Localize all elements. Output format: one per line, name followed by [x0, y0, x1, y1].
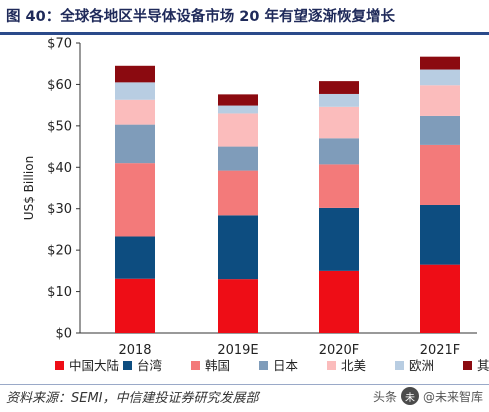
bar-segment-2018-日本 — [115, 124, 155, 164]
y-tick-label: $50 — [47, 119, 72, 134]
bar-segment-2021F-中国大陆 — [420, 264, 460, 333]
x-tick-label: 2018 — [118, 343, 151, 358]
watermark-prefix: 头条 — [372, 389, 397, 404]
legend-label: 日本 — [273, 358, 299, 373]
y-tick-label: $0 — [55, 327, 72, 342]
bar-segment-2019E-台湾 — [218, 215, 258, 280]
y-axis-title: US$ Billion — [22, 156, 36, 220]
x-tick-label: 2021F — [420, 343, 461, 358]
bar-segment-2019E-韩国 — [218, 170, 258, 216]
legend-swatch-欧洲 — [395, 361, 404, 370]
source-note: 资料来源：SEMI，中信建投证券研究发展部 — [6, 391, 259, 406]
bar-segment-2020F-北美 — [319, 106, 359, 139]
bar-segment-2019E-欧洲 — [218, 105, 258, 114]
y-tick-label: $60 — [47, 78, 72, 93]
legend-swatch-其他 — [463, 361, 472, 370]
bar-segment-2021F-韩国 — [420, 144, 460, 205]
source-divider — [0, 384, 489, 385]
bar-segment-2020F-韩国 — [319, 164, 359, 208]
bar-segment-2020F-其他 — [319, 81, 359, 94]
legend-label: 台湾 — [137, 358, 162, 373]
bar-segment-2020F-欧洲 — [319, 93, 359, 107]
bar-segment-2020F-日本 — [319, 138, 359, 165]
y-tick-label: $70 — [47, 37, 72, 52]
y-tick-label: $40 — [47, 161, 72, 176]
x-tick-label: 2020F — [319, 343, 360, 358]
bar-segment-2021F-台湾 — [420, 204, 460, 265]
legend-label: 韩国 — [205, 358, 230, 373]
bar-segment-2018-台湾 — [115, 236, 155, 279]
y-tick-label: $10 — [47, 285, 72, 300]
y-tick-label: $30 — [47, 202, 72, 217]
legend-swatch-韩国 — [191, 361, 200, 370]
bar-segment-2018-欧洲 — [115, 82, 155, 100]
legend-label: 其他 — [477, 358, 489, 373]
legend-label: 中国大陆 — [69, 358, 119, 373]
figure-title: 图 40：全球各地区半导体设备市场 20 年有望逐渐恢复增长 — [6, 9, 395, 25]
watermark-name: @未来智库 — [422, 389, 483, 404]
x-tick-label: 2019E — [217, 343, 258, 358]
legend-swatch-北美 — [327, 361, 336, 370]
bar-segment-2021F-日本 — [420, 115, 460, 145]
bar-segment-2019E-中国大陆 — [218, 279, 258, 333]
watermark-logo-icon: 未 — [400, 387, 419, 405]
title-divider — [0, 32, 489, 35]
bar-segment-2020F-中国大陆 — [319, 270, 359, 333]
bar-segment-2021F-其他 — [420, 56, 460, 70]
bar-segment-2019E-日本 — [218, 146, 258, 171]
watermark: 头条 未 @未来智库 — [372, 385, 483, 407]
bar-segment-2021F-欧洲 — [420, 69, 460, 86]
legend-swatch-日本 — [259, 361, 268, 370]
legend-label: 北美 — [341, 358, 366, 373]
stacked-bar-chart: $0 $10 $20 $30 $40 $50 $60 $70 US$ Billion 2018 20… — [22, 37, 489, 374]
legend-swatch-台湾 — [123, 361, 132, 370]
legend-label: 欧洲 — [409, 358, 434, 373]
bar-segment-2018-北美 — [115, 99, 155, 125]
bar-segment-2021F-北美 — [420, 85, 460, 116]
legend-swatch-中国大陆 — [55, 361, 64, 370]
bar-segment-2019E-其他 — [218, 94, 258, 106]
bar-segment-2018-其他 — [115, 65, 155, 83]
bar-segment-2018-韩国 — [115, 163, 155, 237]
bar-segment-2019E-北美 — [218, 113, 258, 147]
bar-segment-2020F-台湾 — [319, 207, 359, 271]
y-tick-label: $20 — [47, 244, 72, 259]
bar-segment-2018-中国大陆 — [115, 278, 155, 333]
